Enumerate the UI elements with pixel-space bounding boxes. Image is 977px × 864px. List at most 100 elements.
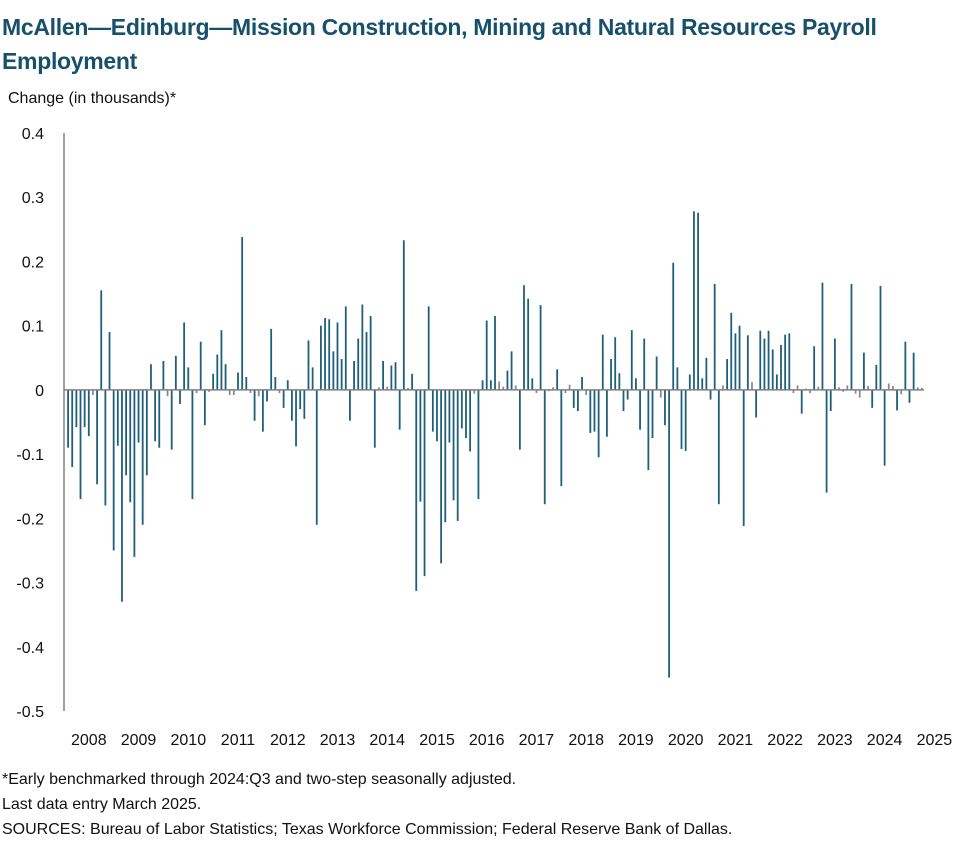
bar xyxy=(436,389,438,442)
bar xyxy=(489,380,492,390)
y-tick-label: -0.1 xyxy=(16,447,44,464)
bar xyxy=(473,389,476,394)
bar xyxy=(618,373,621,390)
bars-group xyxy=(67,211,923,678)
bar xyxy=(336,322,339,390)
bar xyxy=(684,389,687,451)
bar xyxy=(539,305,542,390)
bar xyxy=(191,389,194,500)
bar xyxy=(253,389,256,421)
bar xyxy=(174,355,177,390)
chart-title: McAllen—Edinburg—Mission Construction, M… xyxy=(2,14,877,74)
bar xyxy=(572,389,575,408)
bar xyxy=(771,349,774,390)
bar xyxy=(680,389,683,449)
bar xyxy=(842,389,845,392)
bar xyxy=(705,357,708,390)
bar xyxy=(286,380,289,390)
bar xyxy=(199,341,202,390)
bar xyxy=(444,389,447,523)
bar xyxy=(523,285,525,390)
bar xyxy=(904,341,907,390)
bar xyxy=(328,319,331,390)
x-tick-label: 2025 xyxy=(917,732,953,749)
bar xyxy=(900,389,903,395)
bar xyxy=(610,359,612,390)
bar xyxy=(224,364,227,390)
bar xyxy=(693,211,695,390)
bar xyxy=(423,389,426,577)
bar xyxy=(232,389,235,396)
bar xyxy=(71,389,74,467)
bar xyxy=(394,362,397,390)
bar xyxy=(83,389,86,428)
bar xyxy=(643,338,646,390)
bar xyxy=(655,356,658,390)
bar xyxy=(763,338,766,390)
bar xyxy=(116,389,119,446)
x-tick-labels: 2008 2009 2010 2011 2012 2013 2014 2015 2016 2017… xyxy=(71,732,952,749)
bar xyxy=(833,338,836,390)
bar xyxy=(427,306,430,390)
bar xyxy=(220,330,223,390)
bar xyxy=(784,334,787,390)
bar xyxy=(92,389,94,396)
bar xyxy=(257,389,260,397)
bar xyxy=(460,389,463,429)
bar xyxy=(568,384,571,390)
bar xyxy=(651,389,654,439)
bar xyxy=(158,389,161,448)
x-tick-label: 2010 xyxy=(171,732,207,749)
footnote-seasonal-adjustment: *Early benchmarked through 2024:Q3 and t… xyxy=(2,771,517,788)
bar xyxy=(419,389,422,502)
y-tick-label: 0 xyxy=(35,383,44,400)
bar xyxy=(601,334,604,390)
bar xyxy=(755,389,758,418)
bar xyxy=(717,389,720,505)
x-tick-label: 2009 xyxy=(121,732,157,749)
bar xyxy=(630,330,633,390)
bar-chart: 0.40.30.20.10-0.1-0.2-0.3-0.4-0.5 2008 20… xyxy=(16,126,952,749)
bar xyxy=(821,282,824,390)
bar xyxy=(324,317,326,390)
bar xyxy=(208,389,210,392)
bar xyxy=(838,387,840,390)
bar xyxy=(635,378,637,390)
footnotes: *Early benchmarked through 2024:Q3 and t… xyxy=(2,767,732,842)
y-axis-label: Change (in thousands)* xyxy=(8,90,177,107)
bar xyxy=(788,333,791,390)
bar xyxy=(125,389,127,476)
bar xyxy=(713,283,716,390)
bar xyxy=(170,389,173,450)
bar xyxy=(411,373,413,390)
bar xyxy=(585,389,588,396)
bar xyxy=(129,389,132,503)
bar xyxy=(510,351,513,390)
bar xyxy=(746,335,749,390)
x-tick-label: 2021 xyxy=(718,732,754,749)
bar xyxy=(357,338,360,390)
bar xyxy=(303,389,306,419)
bar xyxy=(664,389,666,426)
bar xyxy=(863,352,865,390)
bar xyxy=(145,389,148,476)
bar xyxy=(133,389,136,557)
bar xyxy=(527,298,530,390)
x-tick-label: 2022 xyxy=(767,732,803,749)
bar xyxy=(800,389,803,414)
bar xyxy=(261,389,264,432)
bar xyxy=(809,389,811,394)
bar xyxy=(577,389,579,412)
bar xyxy=(477,389,480,500)
bar xyxy=(887,383,890,390)
bar xyxy=(465,389,467,439)
bar xyxy=(498,381,501,390)
bar xyxy=(137,389,140,443)
bar xyxy=(867,386,869,390)
bar xyxy=(581,377,583,390)
bar xyxy=(597,389,600,458)
bar xyxy=(589,389,592,433)
bar xyxy=(245,377,248,390)
bar xyxy=(742,389,745,527)
bar xyxy=(738,325,741,390)
